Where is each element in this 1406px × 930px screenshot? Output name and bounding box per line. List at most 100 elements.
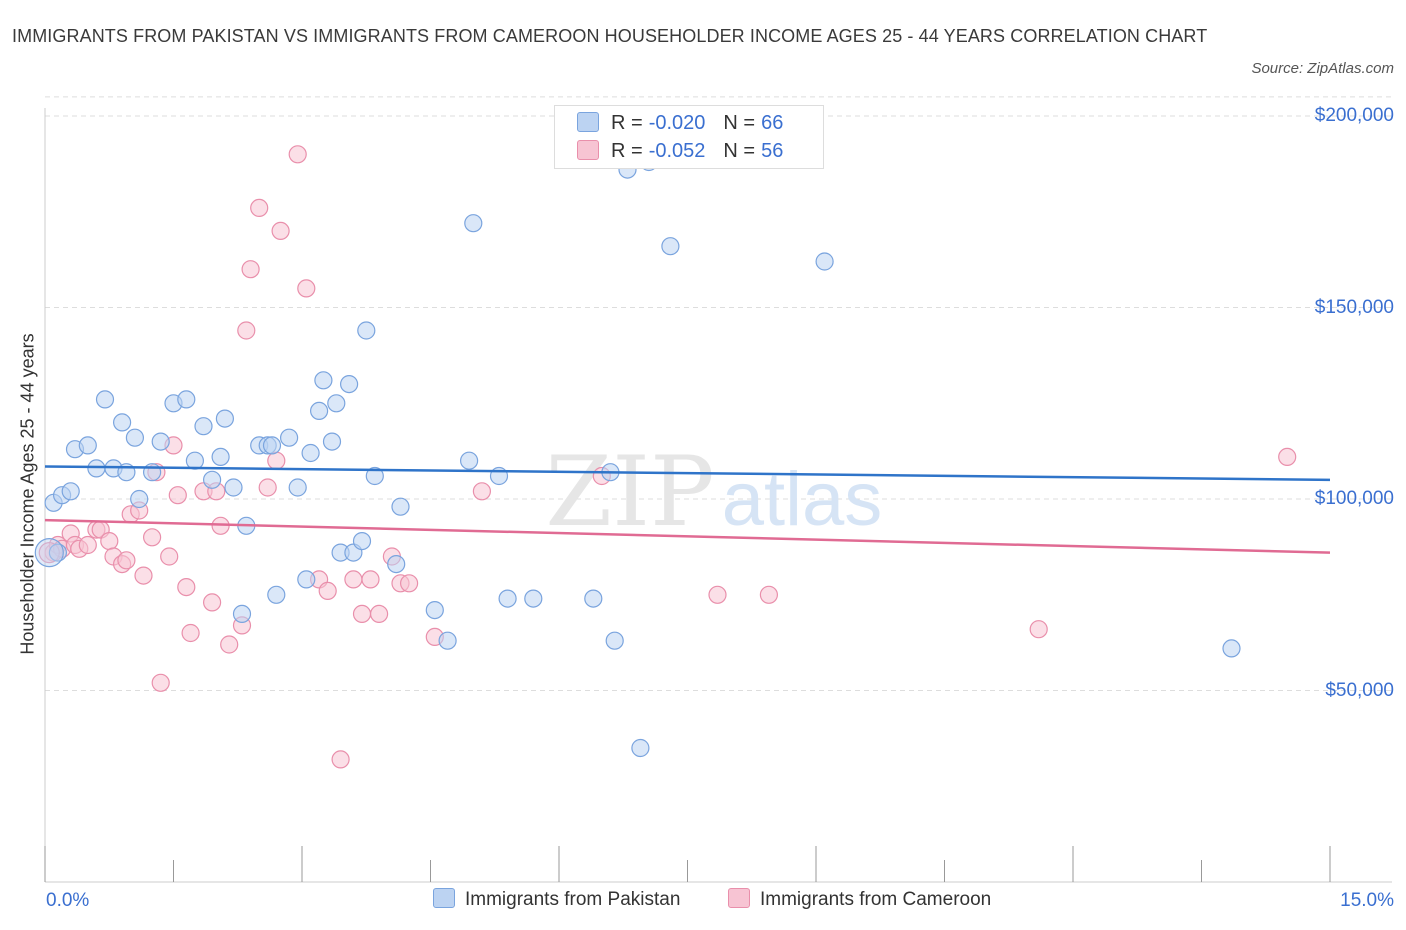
legend-n-label: N =	[723, 112, 756, 134]
pakistan-swatch	[433, 888, 455, 908]
pakistan-point-16	[177, 390, 196, 409]
cameroon-point-53	[1029, 620, 1048, 639]
y-tick-label-50000: $50,000	[1325, 679, 1394, 701]
pakistan-point-12	[130, 489, 149, 509]
cameroon-point-12	[117, 551, 136, 570]
pakistan-swatch	[577, 112, 599, 132]
pakistan-point-50	[498, 589, 517, 608]
cameroon-point-25	[203, 593, 222, 612]
pakistan-point-60	[1222, 639, 1241, 658]
legend-row-pakistan: R = -0.020 N = 66	[577, 112, 783, 136]
cameroon-point-52	[759, 585, 779, 604]
pakistan-point-13	[143, 463, 162, 482]
cameroon-point-54	[1278, 447, 1297, 466]
legend-series-name-cameroon: Immigrants from Cameroon	[760, 889, 992, 910]
pakistan-point-58	[661, 237, 680, 256]
legend-r-label: R =	[611, 140, 643, 162]
pakistan-point-11	[125, 428, 144, 447]
trend-lines	[44, 465, 1331, 554]
cameroon-point-22	[177, 577, 196, 597]
pakistan-point-30	[288, 478, 307, 497]
legend-n-value-pakistan: 66	[761, 112, 784, 134]
pakistan-point-44	[391, 497, 410, 516]
pakistan-point-42	[365, 466, 384, 486]
legend-r-value-pakistan: -0.020	[648, 112, 706, 134]
pakistan-point-35	[322, 432, 342, 451]
pakistan-point-27	[262, 436, 282, 455]
watermark: ZIP atlas	[545, 436, 882, 548]
pakistan-point-19	[203, 470, 222, 489]
pakistan-point-7	[95, 390, 115, 409]
pakistan-point-33	[310, 401, 329, 420]
cameroon-point-9	[100, 531, 119, 551]
trend-line-pakistan	[44, 465, 1331, 482]
cameroon-swatch	[728, 888, 750, 908]
cameroon-point-15	[134, 566, 153, 585]
pakistan-point-32	[301, 443, 320, 463]
legend-n-value-cameroon: 56	[761, 140, 784, 162]
cameroon-point-49	[472, 482, 491, 501]
cameroon-point-41	[344, 570, 363, 589]
pakistan-point-14	[151, 432, 170, 451]
pakistan-point-51	[524, 589, 543, 608]
cameroon-point-33	[258, 478, 277, 497]
cameroon-point-51	[708, 585, 727, 604]
pakistan-point-48	[464, 214, 483, 233]
pakistan-point-52	[584, 589, 603, 608]
cameroon-point-37	[297, 279, 316, 298]
cameroon-point-16	[143, 528, 162, 547]
pakistan-point-59	[815, 252, 834, 271]
pakistan-point-28	[267, 585, 286, 604]
legend-n-label: N =	[723, 140, 756, 162]
series-pakistan-points	[34, 152, 1241, 758]
pakistan-point-45	[425, 600, 444, 620]
watermark-zip: ZIP	[545, 436, 714, 548]
pakistan-point-40	[352, 531, 372, 551]
legend-r-value-cameroon: -0.052	[648, 140, 706, 162]
y-axis-label: Householder Income Ages 25 - 44 years	[17, 333, 38, 655]
bottom-legend-pakistan: Immigrants from Pakistan	[433, 888, 680, 911]
x-tick-label-min: 0.0%	[46, 890, 90, 911]
pakistan-point-29	[280, 428, 299, 447]
pakistan-point-34	[314, 371, 333, 390]
pakistan-point-23	[232, 604, 252, 624]
cameroon-point-43	[361, 570, 380, 589]
pakistan-point-cluster	[34, 538, 64, 568]
legend-row-cameroon: R = -0.052 N = 56	[577, 140, 783, 164]
pakistan-point-47	[460, 451, 479, 470]
pakistan-point-18	[194, 417, 213, 436]
bottom-legend-cameroon: Immigrants from Cameroon	[728, 888, 991, 911]
y-tick-label-100000: $100,000	[1314, 488, 1394, 509]
axes	[44, 108, 1392, 883]
cameroon-point-40	[331, 750, 350, 769]
pakistan-point-9	[112, 413, 132, 432]
cameroon-point-30	[237, 321, 256, 340]
y-tick-label-200000: $200,000	[1314, 105, 1394, 126]
cameroon-point-28	[220, 635, 239, 654]
cameroon-point-39	[318, 581, 337, 601]
cameroon-point-35	[271, 221, 290, 240]
trend-line-cameroon	[44, 518, 1331, 554]
pakistan-point-17	[185, 451, 204, 470]
cameroon-point-36	[288, 145, 307, 164]
pakistan-point-21	[215, 409, 234, 428]
pakistan-point-3	[61, 482, 80, 501]
pakistan-point-38	[340, 375, 359, 394]
pakistan-point-54	[605, 631, 624, 650]
cameroon-point-23	[181, 623, 200, 643]
legend-series-name-pakistan: Immigrants from Pakistan	[465, 889, 681, 910]
pakistan-point-6	[87, 459, 106, 478]
source-note: Source: ZipAtlas.com	[1251, 60, 1394, 77]
cameroon-point-31	[241, 260, 260, 279]
y-tick-label-150000: $150,000	[1314, 296, 1394, 318]
cameroon-point-21	[168, 486, 187, 505]
pakistan-point-46	[438, 631, 457, 650]
pakistan-point-56	[631, 738, 650, 758]
pakistan-point-31	[297, 570, 316, 589]
chart-title: IMMIGRANTS FROM PAKISTAN VS IMMIGRANTS F…	[12, 26, 1208, 46]
cameroon-point-34	[267, 451, 286, 470]
legend-r-label: R =	[611, 112, 643, 134]
pakistan-point-5	[78, 436, 97, 455]
cameroon-swatch	[577, 140, 599, 160]
